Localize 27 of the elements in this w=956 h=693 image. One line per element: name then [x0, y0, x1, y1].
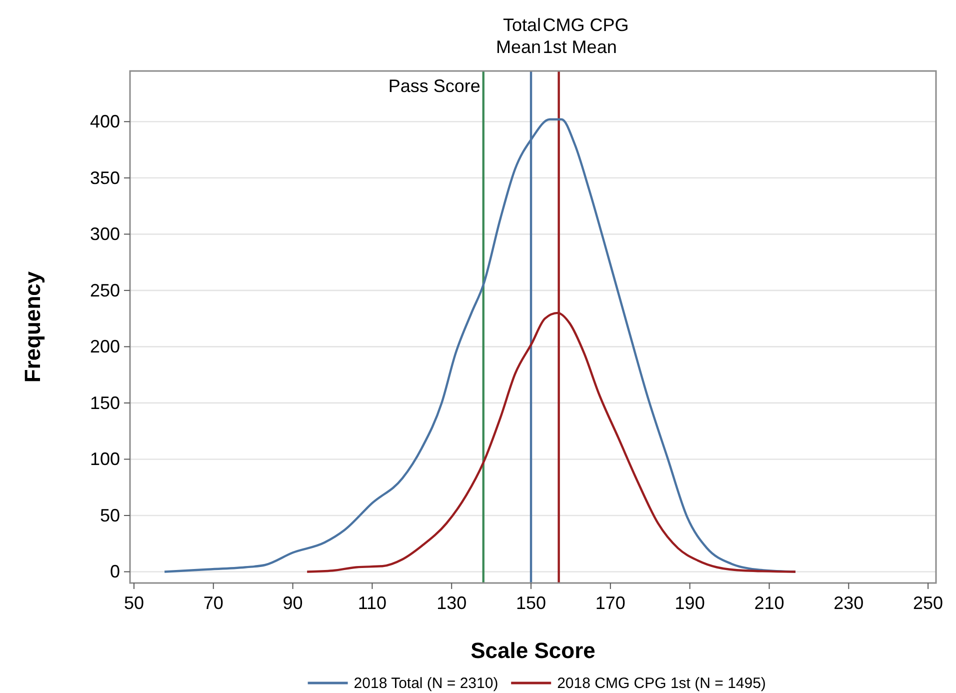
y-tick-label: 50	[100, 505, 120, 526]
x-tick-label: 230	[834, 593, 864, 613]
y-tick-label: 100	[90, 449, 120, 470]
legend-label: 2018 CMG CPG 1st (N = 1495)	[557, 675, 766, 692]
ref-line-label: CMG CPG 1st Mean	[542, 15, 629, 57]
x-tick-label: 190	[674, 593, 705, 613]
x-tick-label: 90	[282, 593, 303, 613]
y-tick-label: 0	[110, 562, 120, 582]
x-tick-label: 130	[436, 593, 467, 613]
x-tick-label: 70	[203, 593, 224, 613]
y-tick-label: 300	[90, 224, 120, 244]
y-tick-label: 250	[90, 280, 120, 300]
y-tick-label: 150	[90, 392, 120, 413]
ref-line-label: Total Mean	[496, 15, 542, 57]
x-axis-title: Scale Score	[470, 638, 596, 663]
x-tick-label: 50	[124, 593, 144, 613]
x-tick-label: 250	[913, 593, 944, 613]
ref-line-label: Pass Score	[388, 76, 480, 96]
x-tick-label: 210	[754, 593, 784, 613]
y-tick-label: 200	[90, 336, 120, 357]
legend-label: 2018 Total (N = 2310)	[354, 675, 498, 692]
y-tick-label: 350	[90, 168, 120, 188]
y-axis-title: Frequency	[20, 270, 45, 383]
y-tick-label: 400	[90, 112, 120, 132]
x-tick-label: 150	[516, 593, 546, 613]
x-tick-label: 110	[358, 593, 387, 613]
x-tick-label: 170	[595, 593, 626, 613]
